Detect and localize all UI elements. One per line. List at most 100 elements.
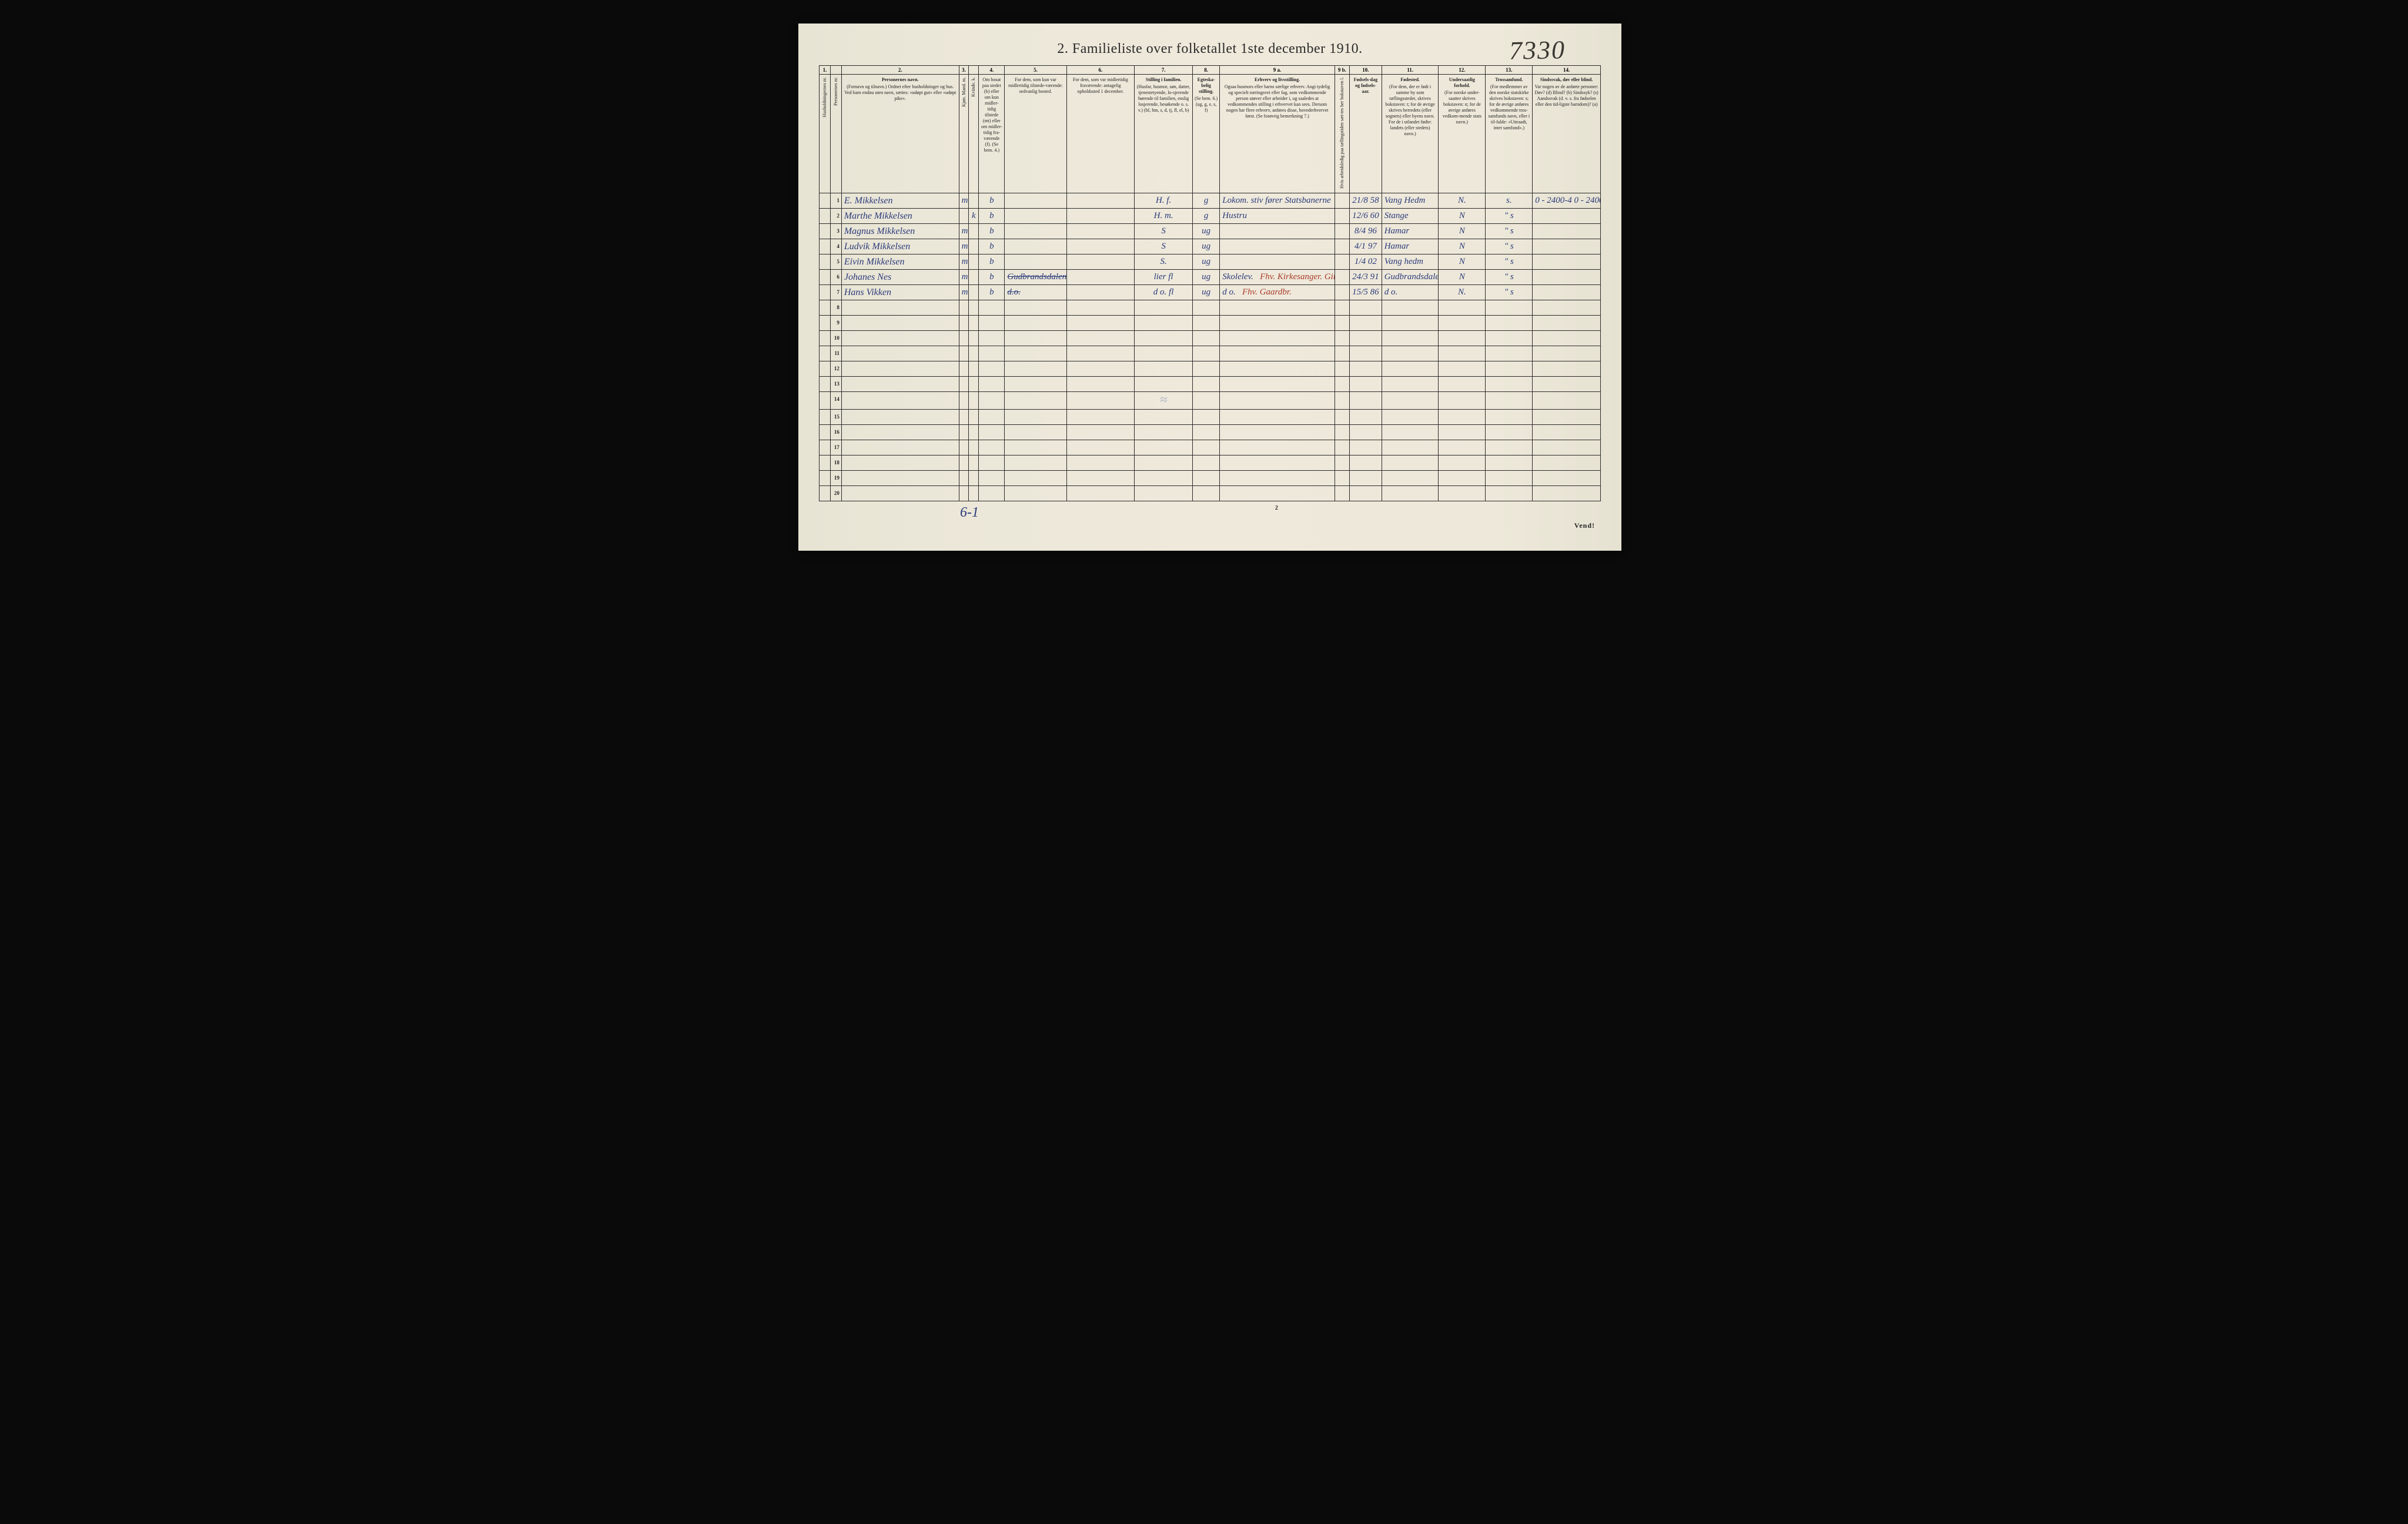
cell	[1005, 376, 1066, 391]
cell	[1335, 284, 1349, 300]
cell	[1005, 485, 1066, 501]
cell	[1220, 470, 1335, 485]
page-wrap: 2. Familieliste over folketallet 1ste de…	[798, 0, 1610, 568]
footer-handwritten: 6-1	[960, 505, 979, 530]
cell: m	[959, 254, 969, 269]
cell	[1350, 485, 1382, 501]
cell	[1533, 269, 1601, 284]
cell: Vang hedm	[1382, 254, 1439, 269]
column-number: 8.	[1193, 66, 1220, 75]
cell	[959, 470, 969, 485]
cell: Hustru	[1220, 208, 1335, 223]
cell	[820, 361, 831, 376]
cell	[1220, 424, 1335, 440]
cell: 4/1 97	[1350, 239, 1382, 254]
cell	[841, 455, 959, 470]
cell	[1533, 330, 1601, 346]
cell	[1533, 346, 1601, 361]
column-header: Undersaatlig forhold.(For norske under-s…	[1439, 75, 1486, 193]
cell: m	[959, 223, 969, 239]
cell	[820, 300, 831, 315]
cell	[820, 315, 831, 330]
cell	[1533, 254, 1601, 269]
cell	[820, 440, 831, 455]
table-row: 12	[820, 361, 1601, 376]
cell	[1533, 300, 1601, 315]
cell	[1135, 440, 1193, 455]
cell	[1439, 346, 1486, 361]
cell: 11	[830, 346, 841, 361]
cell	[1335, 361, 1349, 376]
cell	[1193, 470, 1220, 485]
cell	[1486, 361, 1533, 376]
cell	[1335, 424, 1349, 440]
cell: " s	[1486, 223, 1533, 239]
cell	[1193, 315, 1220, 330]
cell	[969, 346, 979, 361]
cell	[1066, 208, 1135, 223]
cell: b	[979, 269, 1005, 284]
cell	[1220, 361, 1335, 376]
cell	[1193, 361, 1220, 376]
cell: N	[1439, 208, 1486, 223]
cell	[1533, 315, 1601, 330]
column-header: Husholdningernes nr.	[820, 75, 831, 193]
cell: Ludvik Mikkelsen	[841, 239, 959, 254]
cell	[1439, 409, 1486, 424]
cell	[1005, 239, 1066, 254]
cell: 1/4 02	[1350, 254, 1382, 269]
cell: H. f.	[1135, 193, 1193, 208]
cell	[969, 223, 979, 239]
cell: g	[1193, 193, 1220, 208]
cell	[969, 300, 979, 315]
cell: N	[1439, 239, 1486, 254]
table-row: 17	[820, 440, 1601, 455]
cell: S	[1135, 223, 1193, 239]
column-number: 3.	[959, 66, 969, 75]
cell: b	[979, 208, 1005, 223]
cell: Marthe Mikkelsen	[841, 208, 959, 223]
cell	[969, 485, 979, 501]
cell	[1439, 424, 1486, 440]
cell	[1533, 391, 1601, 409]
cell	[1335, 193, 1349, 208]
cell: m	[959, 239, 969, 254]
cell	[969, 470, 979, 485]
cell	[979, 485, 1005, 501]
column-header: Stilling i familien.(Husfar, husmor, søn…	[1135, 75, 1193, 193]
cell	[1066, 391, 1135, 409]
cell	[969, 254, 979, 269]
cell	[1066, 361, 1135, 376]
cell	[1335, 409, 1349, 424]
cell: " s	[1486, 239, 1533, 254]
cell	[1439, 376, 1486, 391]
cell	[969, 361, 979, 376]
column-header: Om bosat paa stedet (b) eller om kun mid…	[979, 75, 1005, 193]
cell	[1382, 361, 1439, 376]
title-row: 2. Familieliste over folketallet 1ste de…	[819, 41, 1601, 57]
cell: 12	[830, 361, 841, 376]
cell	[1382, 376, 1439, 391]
cell	[959, 376, 969, 391]
cell	[1193, 300, 1220, 315]
cell: 3	[830, 223, 841, 239]
cell	[1193, 455, 1220, 470]
cell: N.	[1439, 193, 1486, 208]
column-header: Kvinde. k.	[969, 75, 979, 193]
cell	[1486, 470, 1533, 485]
cell	[1066, 223, 1135, 239]
footer-page-number: 2	[1275, 505, 1278, 530]
cell	[1439, 485, 1486, 501]
cell	[1066, 300, 1135, 315]
cell	[1486, 485, 1533, 501]
cell	[820, 284, 831, 300]
cell	[841, 361, 959, 376]
cell	[979, 315, 1005, 330]
cell	[1382, 470, 1439, 485]
cell	[820, 330, 831, 346]
cell	[1066, 269, 1135, 284]
column-header: For dem, som kun var midlertidig tilsted…	[1005, 75, 1066, 193]
cell: 18	[830, 455, 841, 470]
column-header: Personernes navn.(Fornavn og tilnavn.) O…	[841, 75, 959, 193]
cell	[1439, 470, 1486, 485]
